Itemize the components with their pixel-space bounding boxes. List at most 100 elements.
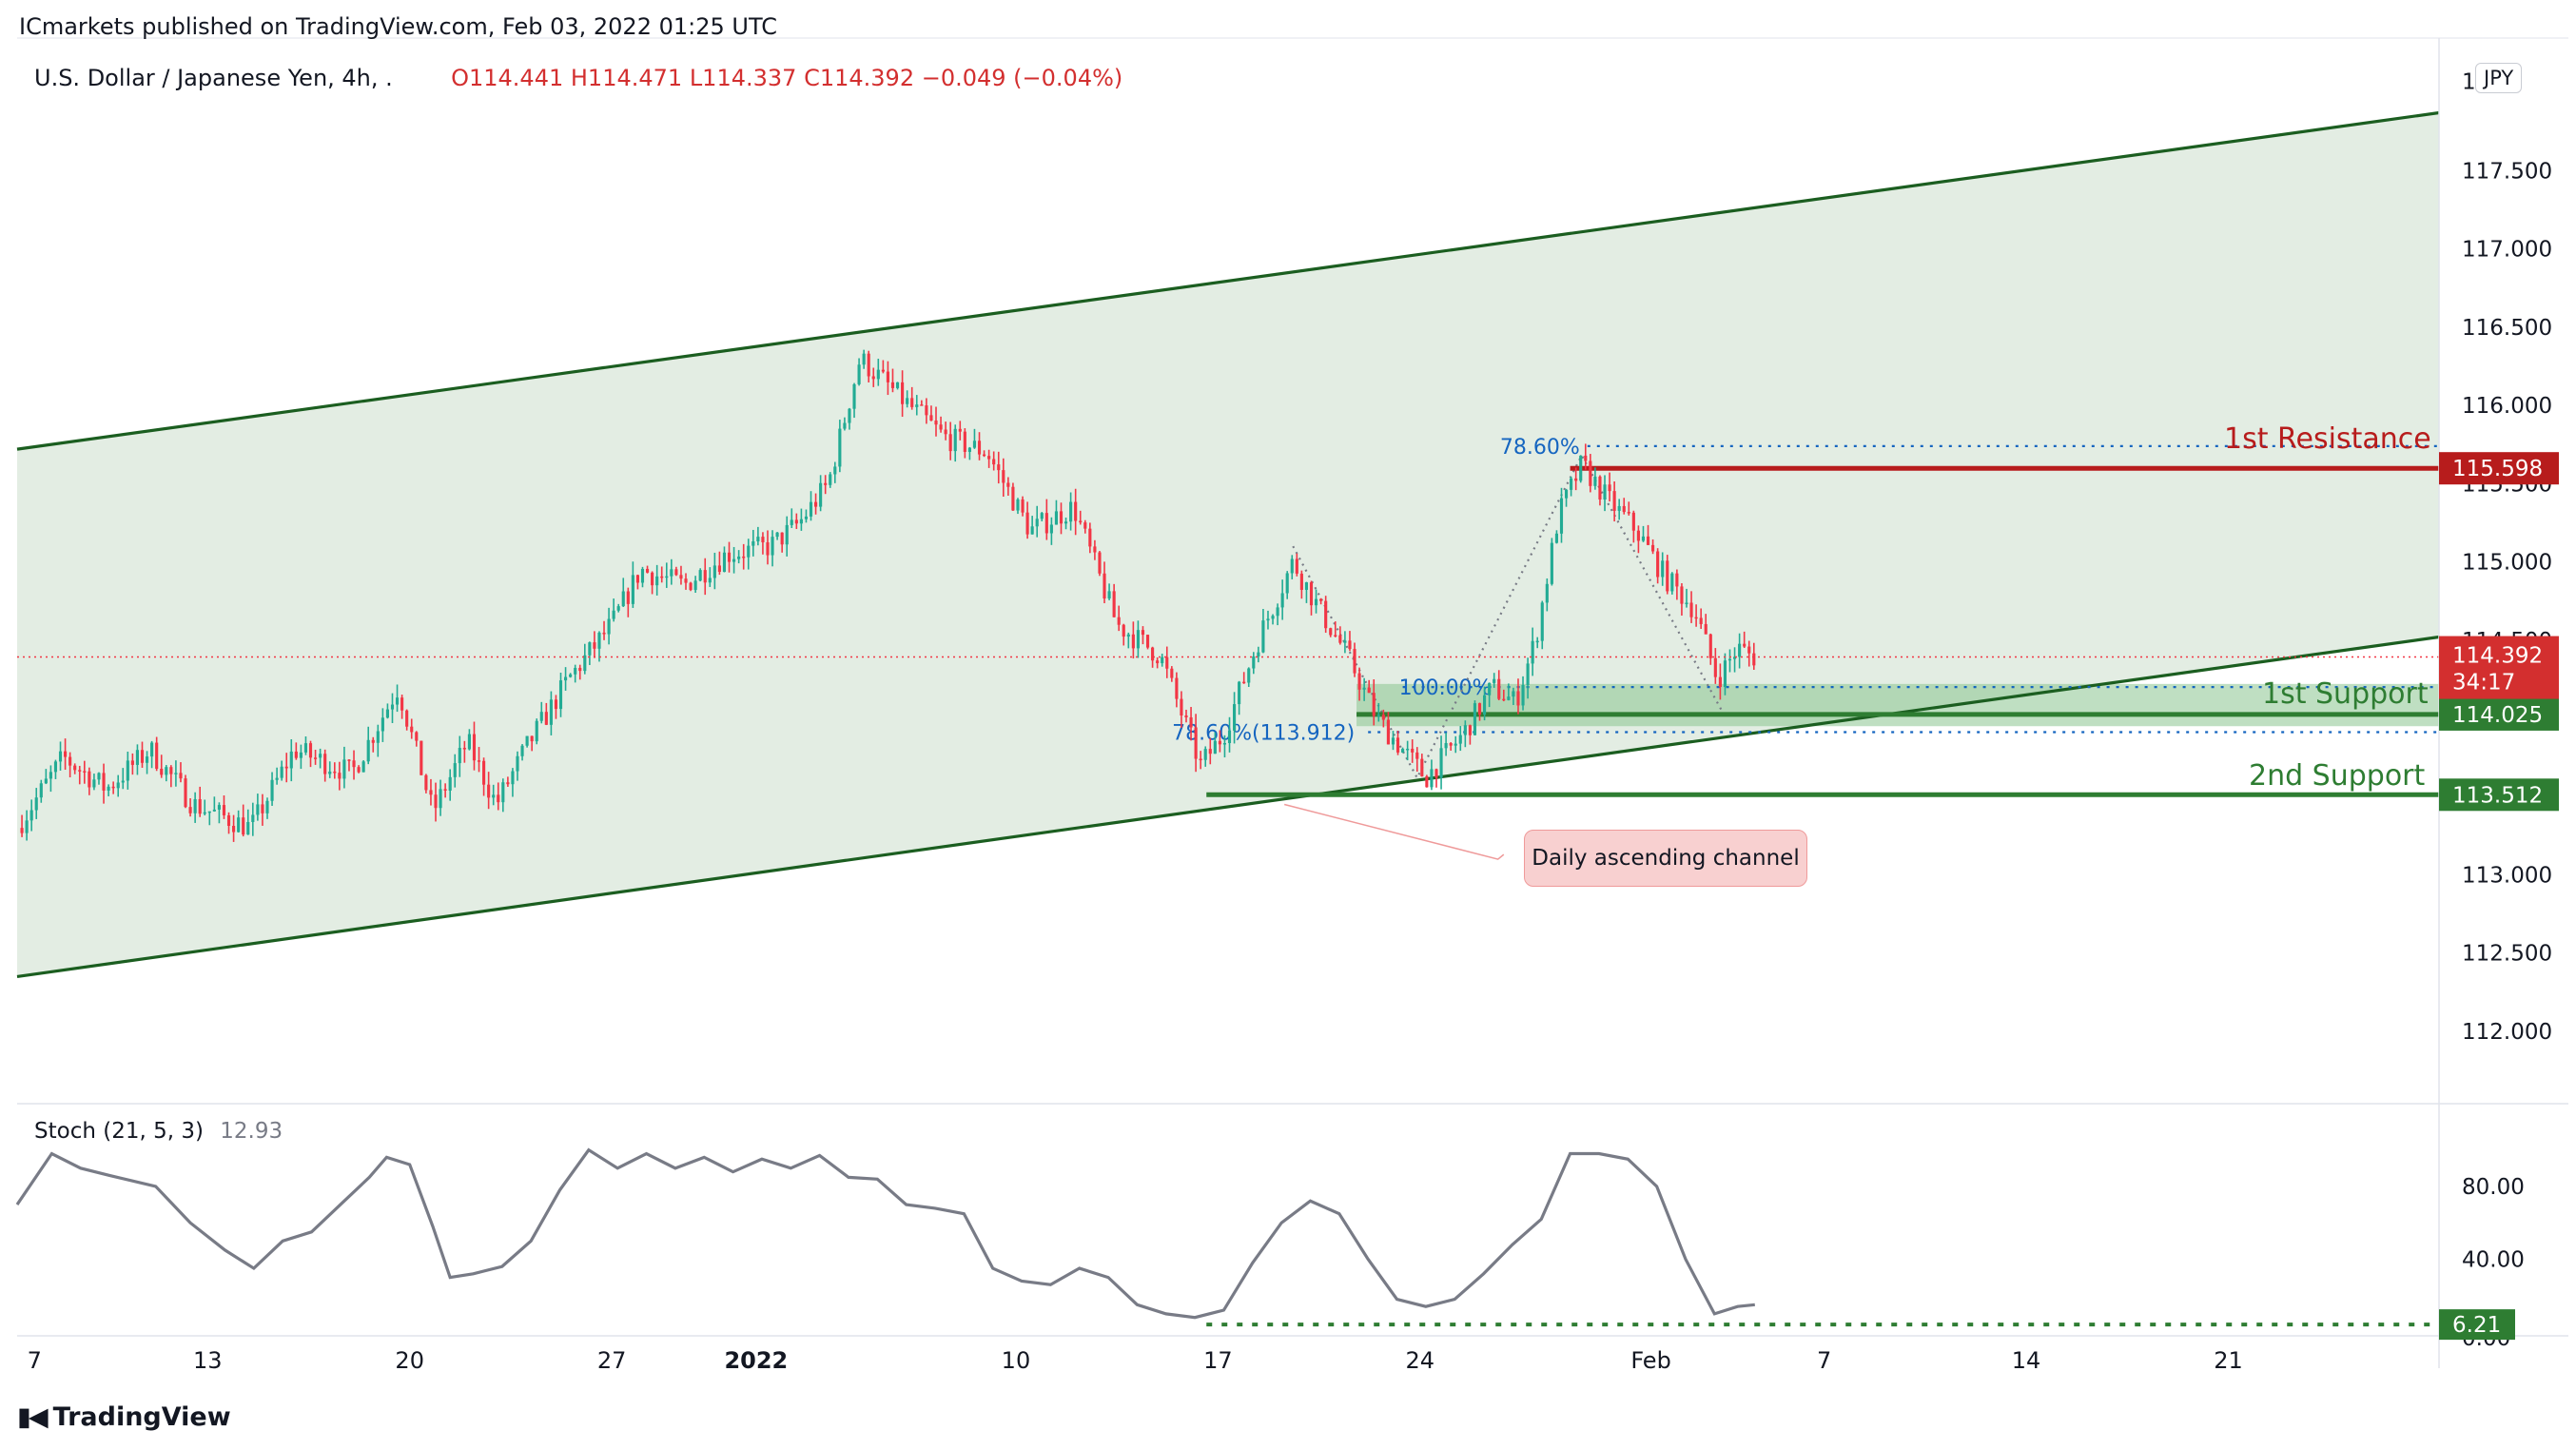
candle-body bbox=[852, 383, 856, 409]
candle-body bbox=[983, 454, 986, 457]
candle-body bbox=[1222, 743, 1227, 745]
stoch-tag-bg bbox=[2439, 1309, 2515, 1341]
candle-body bbox=[1411, 748, 1415, 753]
stoch-value: 12.93 bbox=[220, 1119, 283, 1144]
candle-body bbox=[1584, 455, 1588, 461]
fib-top-label: 78.60% bbox=[1500, 436, 1580, 460]
candle-body bbox=[174, 773, 178, 774]
candle-body bbox=[1406, 748, 1410, 751]
candle-body bbox=[357, 767, 361, 773]
candle-body bbox=[1574, 478, 1578, 481]
candle-body bbox=[708, 578, 712, 583]
y-tick-label: 113.000 bbox=[2462, 864, 2552, 889]
candle-body bbox=[1021, 499, 1025, 513]
candle-body bbox=[472, 734, 477, 761]
candle-body bbox=[126, 760, 129, 781]
support-1-tag-text: 114.025 bbox=[2452, 703, 2543, 728]
candle-body bbox=[516, 755, 519, 772]
candle-body bbox=[1112, 591, 1116, 617]
candle-body bbox=[1493, 678, 1496, 683]
candle-body bbox=[1044, 513, 1048, 534]
candle-body bbox=[1463, 725, 1467, 735]
candle-body bbox=[967, 447, 971, 452]
candle-body bbox=[1540, 602, 1544, 641]
candle-body bbox=[319, 754, 322, 758]
candle-body bbox=[160, 768, 164, 775]
candle-body bbox=[761, 537, 765, 542]
candle-body bbox=[1141, 630, 1145, 636]
candle-body bbox=[256, 804, 260, 815]
open-value: O114.441 bbox=[451, 65, 564, 91]
candle-body bbox=[1598, 476, 1602, 500]
candle-body bbox=[1752, 653, 1756, 666]
candle-body bbox=[1386, 719, 1390, 745]
candle-body bbox=[314, 757, 318, 759]
channel-callout: Daily ascending channel bbox=[1524, 830, 1807, 887]
candle-body bbox=[1570, 478, 1573, 490]
candle-body bbox=[193, 798, 197, 813]
candle-body bbox=[1348, 640, 1352, 650]
candle-body bbox=[1554, 533, 1559, 543]
candle-body bbox=[689, 582, 693, 591]
candle-body bbox=[1257, 652, 1260, 656]
candle-body bbox=[501, 782, 505, 803]
candle-body bbox=[49, 772, 52, 779]
candle-body bbox=[751, 540, 755, 546]
candle-body bbox=[997, 464, 1001, 471]
candle-body bbox=[506, 782, 510, 785]
candle-body bbox=[698, 570, 702, 581]
candle-body bbox=[121, 780, 125, 783]
candle-body bbox=[1502, 698, 1506, 701]
candle-body bbox=[420, 740, 423, 775]
candle-body bbox=[1723, 660, 1727, 688]
candle-body bbox=[1666, 560, 1669, 592]
tradingview-brand[interactable]: ▮◀ TradingView bbox=[17, 1402, 231, 1432]
candle-body bbox=[1708, 634, 1712, 658]
candle-body bbox=[390, 704, 395, 710]
candle-body bbox=[717, 565, 721, 573]
candle-body bbox=[1117, 617, 1121, 625]
x-tick-label: 13 bbox=[193, 1347, 223, 1374]
candle-body bbox=[1420, 758, 1424, 776]
candle-body bbox=[906, 398, 909, 404]
close-value: C114.392 bbox=[804, 65, 915, 91]
candle-body bbox=[1103, 573, 1106, 599]
candle-body bbox=[237, 817, 241, 833]
candle-body bbox=[703, 570, 707, 583]
candle-body bbox=[1002, 470, 1005, 483]
stoch-tick-label: 80.00 bbox=[2462, 1175, 2525, 1200]
resistance-1-label: 1st Resistance bbox=[2224, 422, 2431, 456]
candle-body bbox=[824, 482, 828, 485]
candle-body bbox=[1589, 460, 1592, 486]
candle-body bbox=[1025, 512, 1029, 535]
x-tick-label: 14 bbox=[2012, 1347, 2041, 1374]
candle-body bbox=[987, 456, 991, 460]
x-tick-label: 2022 bbox=[724, 1347, 788, 1374]
candle-body bbox=[558, 680, 563, 710]
candle-body bbox=[1180, 698, 1183, 716]
candle-body bbox=[1593, 476, 1597, 486]
candle-body bbox=[616, 606, 620, 611]
fib-100-label: 100.00% bbox=[1399, 676, 1493, 700]
stoch-tick-label: 40.00 bbox=[2462, 1247, 2525, 1272]
currency-badge[interactable]: JPY bbox=[2475, 63, 2523, 93]
candle-body bbox=[732, 558, 736, 562]
candle-body bbox=[1694, 617, 1698, 619]
candle-body bbox=[280, 766, 283, 778]
tradingview-logo-icon: ▮◀ bbox=[17, 1402, 49, 1432]
candle-body bbox=[1434, 769, 1438, 778]
candle-body bbox=[462, 748, 466, 750]
candle-body bbox=[439, 789, 442, 809]
candle-body bbox=[328, 771, 332, 774]
y-tick-label: 117.000 bbox=[2462, 238, 2552, 263]
y-tick-label: 1 bbox=[2462, 70, 2476, 95]
candle-body bbox=[939, 424, 943, 430]
candle-body bbox=[477, 760, 481, 762]
candle-body bbox=[635, 575, 639, 583]
candle-body bbox=[1285, 573, 1289, 594]
candle-body bbox=[727, 552, 732, 562]
candle-body bbox=[1675, 573, 1679, 587]
candle-body bbox=[1608, 484, 1611, 492]
candle-body bbox=[780, 532, 784, 545]
support-2-label: 2nd Support bbox=[2249, 759, 2426, 793]
